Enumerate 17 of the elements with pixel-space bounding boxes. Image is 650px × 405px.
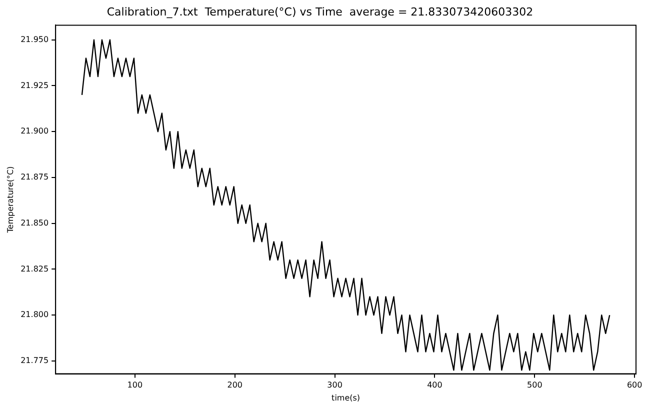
x-tick-label: 500 <box>527 380 542 390</box>
y-tick-label: 21.800 <box>20 310 49 320</box>
x-tick-label: 300 <box>327 380 342 390</box>
x-tick-label: 200 <box>227 380 243 390</box>
x-tick-label: 100 <box>127 380 143 390</box>
y-tick-label: 21.775 <box>20 356 49 366</box>
y-tick-label: 21.925 <box>20 80 49 90</box>
y-axis-title: Temperature(°C) <box>6 166 15 234</box>
y-tick-label: 21.900 <box>20 126 49 136</box>
y-tick-label: 21.875 <box>20 172 49 182</box>
y-tick-label: 21.850 <box>20 218 49 228</box>
x-tick-label: 600 <box>626 380 642 390</box>
x-tick-label: 400 <box>427 380 442 390</box>
y-tick-label: 21.825 <box>20 264 49 274</box>
chart-title: Calibration_7.txt Temperature(°C) vs Time average = 21.833073420603302 <box>106 5 534 18</box>
y-tick-label: 21.950 <box>20 34 49 44</box>
x-axis-title: time(s) <box>332 393 360 402</box>
